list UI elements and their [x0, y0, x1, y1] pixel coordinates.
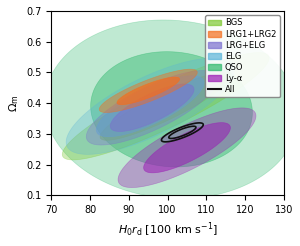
Polygon shape — [91, 52, 252, 167]
Y-axis label: $\Omega_\mathrm{m}$: $\Omega_\mathrm{m}$ — [7, 94, 21, 112]
Polygon shape — [99, 69, 197, 112]
Polygon shape — [118, 108, 256, 187]
Legend: BGS, LRG1+LRG2, LRG+ELG, ELG, QSO, Ly-α, All: BGS, LRG1+LRG2, LRG+ELG, ELG, QSO, Ly-α,… — [205, 15, 280, 97]
Polygon shape — [62, 53, 269, 160]
X-axis label: $H_0r_{\mathrm{d}}$ [100 km s$^{-1}$]: $H_0r_{\mathrm{d}}$ [100 km s$^{-1}$] — [118, 221, 218, 239]
Polygon shape — [86, 71, 218, 145]
Polygon shape — [66, 58, 234, 154]
Polygon shape — [44, 20, 298, 199]
Polygon shape — [117, 77, 179, 105]
Polygon shape — [110, 84, 194, 131]
Polygon shape — [96, 76, 204, 137]
Polygon shape — [144, 123, 230, 173]
Polygon shape — [100, 72, 231, 140]
